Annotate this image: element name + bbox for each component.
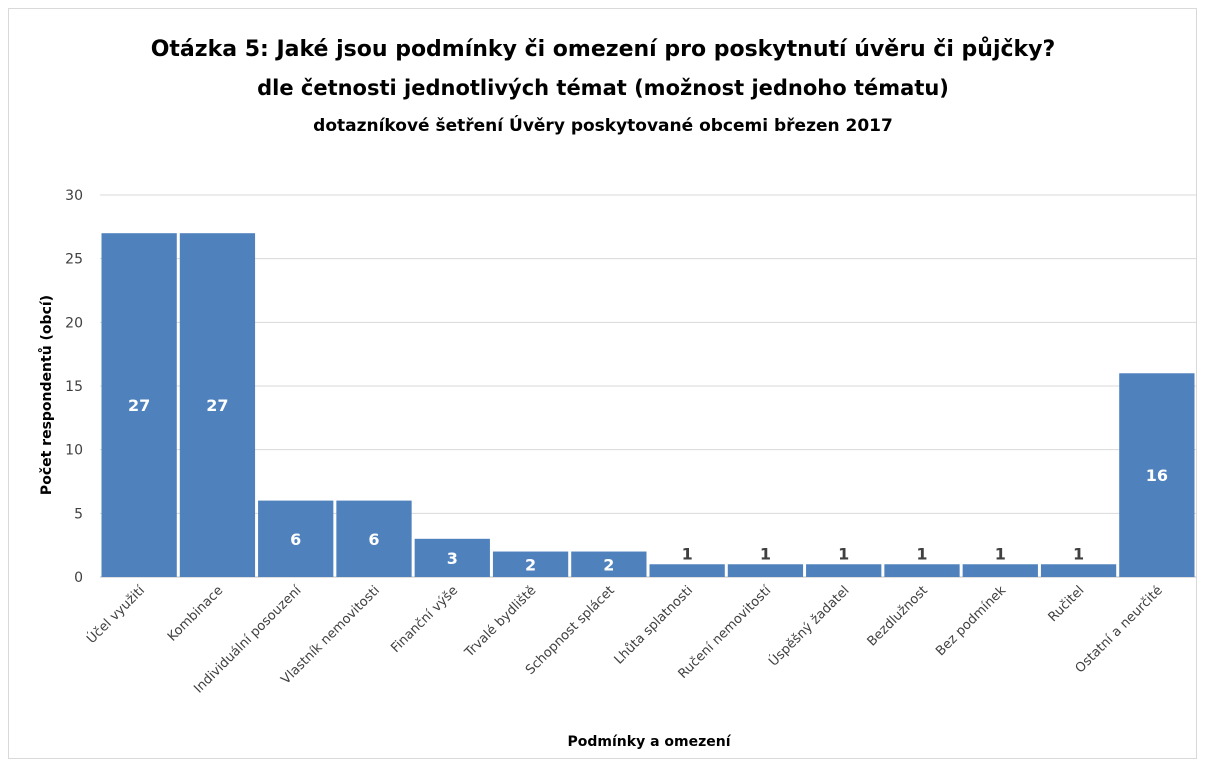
x-tick-label: Trvalé bydliště (462, 583, 540, 661)
data-labels: 27 27 6 6 3 2 2 1 1 1 1 1 1 16 (128, 396, 1168, 574)
data-label: 3 (447, 549, 458, 568)
chart-frame: Otázka 5: Jaké jsou podmínky či omezení … (8, 8, 1197, 759)
data-label: 1 (760, 544, 771, 563)
x-tick-label: Bezdlužnost (865, 583, 931, 649)
bar (101, 233, 177, 577)
bar (336, 500, 412, 577)
data-label: 1 (682, 544, 693, 563)
bar (727, 564, 804, 577)
chart-subtitle: dle četnosti jednotlivých témat (možnost… (257, 76, 949, 100)
y-tick-label: 20 (65, 315, 83, 331)
bar (492, 551, 569, 577)
y-tick-label: 0 (74, 570, 83, 586)
chart-title: Otázka 5: Jaké jsou podmínky či omezení … (151, 37, 1056, 62)
data-label: 1 (1073, 544, 1084, 563)
chart-subtitle-2: dotazníkové šetření Úvěry poskytované ob… (313, 114, 893, 136)
data-label: 1 (995, 544, 1006, 563)
y-tick-label: 10 (65, 443, 83, 459)
bar (962, 564, 1038, 577)
x-tick-label: Úspěšný žadatel (766, 583, 853, 670)
bar (258, 500, 334, 577)
data-label: 1 (916, 544, 927, 563)
data-label: 1 (838, 544, 849, 563)
bar (1040, 564, 1117, 577)
x-tick-label: Lhůta splatnosti (612, 583, 696, 667)
data-label: 2 (525, 555, 536, 574)
bar (571, 551, 647, 577)
x-axis-title: Podmínky a omezení (568, 734, 732, 750)
bar (1119, 373, 1195, 577)
x-tick-label: Účel využití (83, 582, 148, 647)
bar (649, 564, 725, 577)
bar (414, 538, 490, 577)
x-tick-label: Ručitel (1046, 583, 1088, 625)
y-tick-label: 25 (65, 252, 83, 268)
data-label: 27 (206, 396, 228, 415)
y-tick-label: 5 (74, 506, 83, 522)
y-tick-label: 30 (65, 188, 83, 204)
data-label: 6 (290, 530, 301, 549)
x-tick-label: Schopnost splácet (523, 583, 618, 678)
y-axis-title: Počet respondentů (obcí) (38, 295, 55, 495)
data-label: 2 (603, 555, 614, 574)
bar (179, 233, 256, 577)
data-label: 6 (368, 530, 379, 549)
data-label: 27 (128, 396, 150, 415)
x-tick-label: Finanční výše (388, 583, 461, 656)
x-tick-label: Ostatní a neurčité (1073, 583, 1166, 676)
bar (884, 564, 960, 577)
x-tick-label: Bez podmínek (933, 583, 1009, 659)
x-tick-label: Kombinace (165, 583, 226, 644)
y-tick-labels: 0 5 10 15 20 25 30 (65, 188, 83, 586)
bar (806, 564, 882, 577)
data-label: 16 (1146, 466, 1168, 485)
bar-chart: Otázka 5: Jaké jsou podmínky či omezení … (38, 37, 1196, 750)
bars (101, 233, 1195, 577)
y-tick-label: 15 (65, 379, 83, 395)
